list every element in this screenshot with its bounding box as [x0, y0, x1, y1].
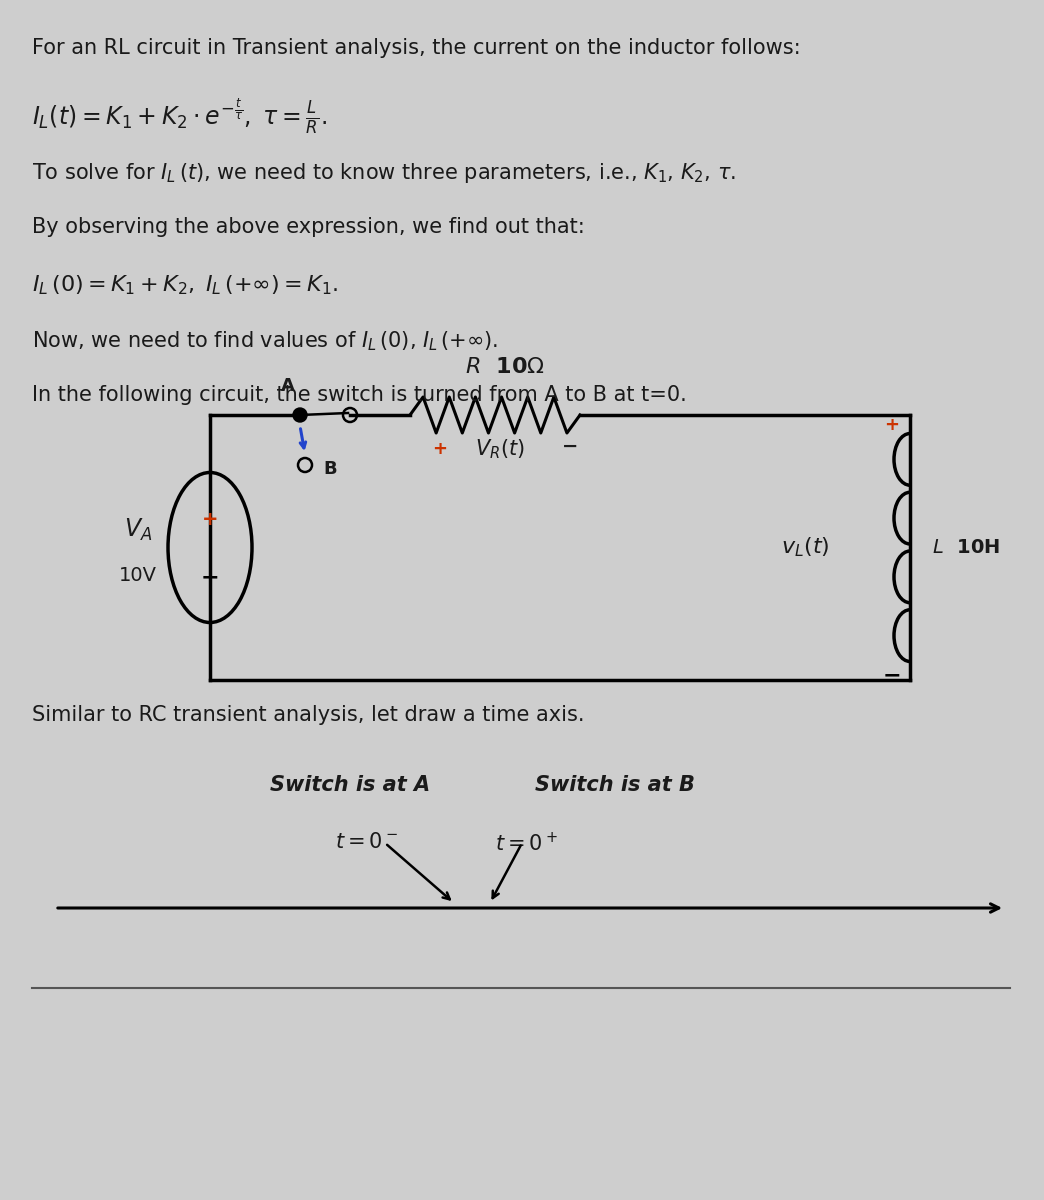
- Text: $V_A$: $V_A$: [124, 516, 152, 542]
- Text: $L$  10H: $L$ 10H: [932, 538, 1000, 557]
- Text: By observing the above expression, we find out that:: By observing the above expression, we fi…: [32, 217, 585, 238]
- Text: Switch is at A: Switch is at A: [270, 775, 430, 794]
- Text: A: A: [281, 377, 295, 395]
- Text: B: B: [323, 460, 336, 478]
- Text: $I_L\,(0) = K_1 + K_2,\; I_L\,(+\infty) = K_1.$: $I_L\,(0) = K_1 + K_2,\; I_L\,(+\infty) …: [32, 274, 338, 296]
- Text: To solve for $I_L\,(t)$, we need to know three parameters, i.e., $K_1$, $K_2$, $: To solve for $I_L\,(t)$, we need to know…: [32, 161, 736, 185]
- Text: +: +: [201, 510, 218, 529]
- Text: $R$  10$\Omega$: $R$ 10$\Omega$: [465, 358, 545, 377]
- Text: $I_L(t) = K_1 + K_2 \cdot e^{-\frac{t}{\tau}},\; \tau = \frac{L}{R}.$: $I_L(t) = K_1 + K_2 \cdot e^{-\frac{t}{\…: [32, 96, 327, 136]
- Circle shape: [293, 408, 307, 422]
- Text: +: +: [432, 440, 448, 458]
- Text: −: −: [562, 437, 578, 456]
- Text: $V_R(t)$: $V_R(t)$: [475, 437, 525, 461]
- Text: 10V: 10V: [119, 566, 157, 584]
- Text: $v_L(t)$: $v_L(t)$: [781, 535, 829, 559]
- Text: $t = 0^+$: $t = 0^+$: [495, 832, 557, 856]
- Text: In the following circuit, the switch is turned from A to B at t=0.: In the following circuit, the switch is …: [32, 385, 687, 406]
- Text: −: −: [882, 665, 901, 685]
- Text: $t = 0^-$: $t = 0^-$: [335, 832, 398, 852]
- Text: Now, we need to find values of $I_L\,(0)$, $I_L\,(+\infty)$.: Now, we need to find values of $I_L\,(0)…: [32, 329, 498, 353]
- Text: For an RL circuit in Transient analysis, the current on the inductor follows:: For an RL circuit in Transient analysis,…: [32, 38, 801, 58]
- Text: Similar to RC transient analysis, let draw a time axis.: Similar to RC transient analysis, let dr…: [32, 704, 585, 725]
- Text: +: +: [884, 416, 900, 434]
- Text: Switch is at B: Switch is at B: [535, 775, 695, 794]
- Text: −: −: [200, 568, 219, 588]
